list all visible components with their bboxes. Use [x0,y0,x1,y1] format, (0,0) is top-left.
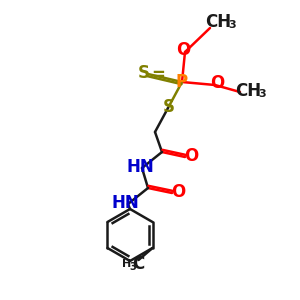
Text: CH: CH [205,13,231,31]
Text: =: = [151,66,165,84]
Text: P: P [176,73,188,91]
Text: C: C [132,255,145,273]
Text: O: O [176,41,190,59]
Text: CH: CH [235,82,261,100]
Text: 3: 3 [129,262,136,272]
Text: 3: 3 [258,89,266,99]
Text: HN: HN [126,158,154,176]
Text: S: S [163,98,175,116]
Text: H: H [122,259,131,269]
Text: O: O [184,147,198,165]
Text: 3: 3 [228,20,236,30]
Text: O: O [210,74,224,92]
Text: S: S [138,64,150,82]
Text: O: O [171,183,185,201]
Text: HN: HN [111,194,139,212]
